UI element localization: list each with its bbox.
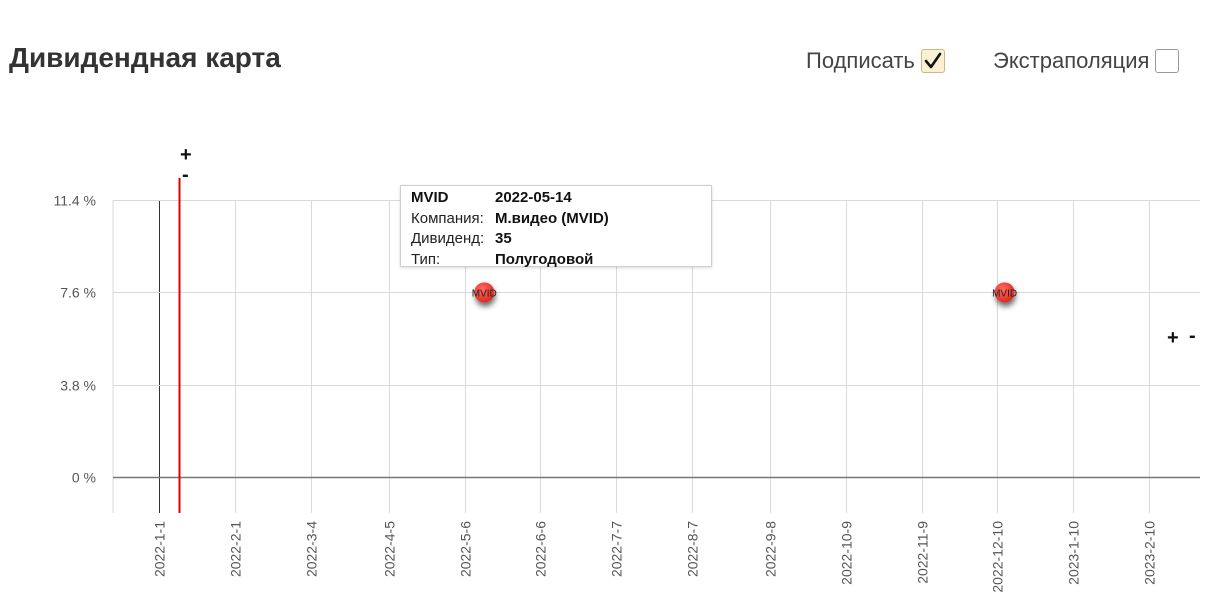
y-tick-label: 7.6 % bbox=[60, 285, 96, 301]
zoom-out-y-button[interactable]: - bbox=[182, 164, 189, 186]
sign-control[interactable]: Подписать bbox=[806, 48, 945, 74]
dividend-point[interactable]: MVID bbox=[472, 282, 497, 303]
zoom-out-x-button[interactable]: - bbox=[1189, 325, 1196, 347]
sign-checkbox[interactable] bbox=[920, 49, 945, 73]
x-tick-label: 2023-1-10 bbox=[1066, 521, 1082, 585]
dividend-point-marker[interactable] bbox=[474, 282, 495, 303]
x-tick-label: 2022-4-5 bbox=[382, 521, 398, 577]
tooltip-ticker: MVID bbox=[411, 189, 449, 206]
sign-label: Подписать bbox=[806, 48, 915, 73]
dividend-point-marker[interactable] bbox=[994, 282, 1015, 303]
x-tick-label: 2022-12-10 bbox=[990, 521, 1006, 593]
y-tick-label: 3.8 % bbox=[60, 378, 96, 394]
x-tick-label: 2022-10-9 bbox=[839, 521, 855, 585]
tooltip-type-value: Полугодовой bbox=[495, 250, 594, 268]
tooltip-type-label: Тип: bbox=[411, 250, 441, 268]
x-tick-label: 2022-11-9 bbox=[915, 521, 931, 584]
extrapolation-control[interactable]: Экстраполяция bbox=[993, 48, 1180, 74]
tooltip-dividend-label: Дивиденд: bbox=[411, 230, 485, 247]
tooltip-company-value: М.видео (MVID) bbox=[495, 209, 609, 227]
extrapolation-label: Экстраполяция bbox=[993, 48, 1150, 73]
dividend-point[interactable]: MVID bbox=[992, 282, 1017, 303]
x-tick-label: 2022-5-6 bbox=[458, 521, 474, 577]
point-tooltip: MVID 2022-05-14 Компания: М.видео (MVID) Д… bbox=[400, 185, 712, 268]
tooltip-date: 2022-05-14 bbox=[495, 189, 572, 206]
tooltip-dividend-value: 35 bbox=[495, 230, 512, 247]
page-title: Дивидендная карта bbox=[9, 42, 281, 73]
zoom-in-x-button[interactable]: + bbox=[1167, 327, 1179, 349]
x-tick-label: 2022-7-7 bbox=[609, 521, 625, 577]
x-tick-label: 2023-2-10 bbox=[1142, 521, 1158, 585]
tooltip-company-label: Компания: bbox=[411, 209, 484, 227]
x-tick-label: 2022-3-4 bbox=[304, 521, 320, 577]
checkmark-icon bbox=[924, 52, 942, 69]
x-tick-label: 2022-2-1 bbox=[228, 521, 244, 577]
dividend-point-label: MVID bbox=[992, 288, 1017, 299]
x-tick-label: 2022-8-7 bbox=[685, 521, 701, 577]
extrapolation-checkbox[interactable] bbox=[1155, 49, 1180, 73]
dividend-chart: 2022-1-1 2022-2-1 2022-3-4 2022-4-5 2022-5-6… bbox=[53, 178, 1200, 593]
dividend-point-label: MVID bbox=[472, 288, 497, 299]
y-tick-label: 11.4 % bbox=[53, 193, 96, 209]
x-tick-label: 2022-9-8 bbox=[763, 521, 779, 577]
y-tick-label: 0 % bbox=[72, 470, 96, 486]
x-tick-label: 2022-6-6 bbox=[533, 521, 549, 577]
x-tick-label: 2022-1-1 bbox=[152, 521, 168, 577]
zoom-in-y-button[interactable]: + bbox=[180, 144, 192, 166]
